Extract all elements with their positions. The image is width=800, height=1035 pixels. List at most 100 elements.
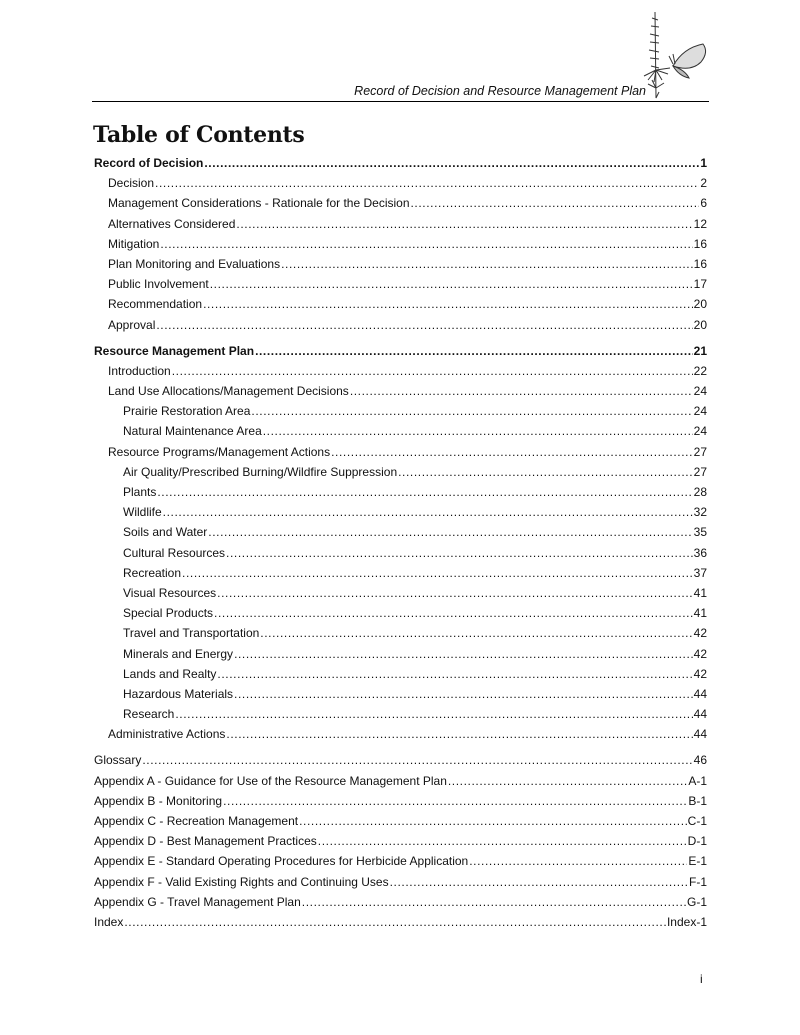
toc-entry[interactable]: Special Products 41 <box>94 603 707 623</box>
dot-leader <box>255 341 693 361</box>
toc-entry[interactable]: Soils and Water 35 <box>94 522 707 542</box>
toc-entry-page: 41 <box>693 585 707 600</box>
toc-entry-label: Appendix E - Standard Operating Procedur… <box>94 854 469 869</box>
dot-leader <box>156 315 692 335</box>
dot-leader <box>234 644 693 664</box>
toc-entry[interactable]: Wildlife 32 <box>94 502 707 522</box>
toc-entry-label: Special Products <box>123 606 214 621</box>
plant-butterfly-logo <box>643 11 707 99</box>
dot-leader <box>226 724 692 744</box>
toc-entry[interactable]: Approval 20 <box>94 315 707 335</box>
toc-entry-page: 24 <box>693 424 707 439</box>
toc-entry-page: 16 <box>693 256 707 271</box>
toc-entry-label: Natural Maintenance Area <box>123 424 262 439</box>
toc-entry-label: Prairie Restoration Area <box>123 404 251 419</box>
toc-entry[interactable]: Visual Resources 41 <box>94 583 707 603</box>
toc-entry[interactable]: Glossary 46 <box>94 750 707 770</box>
toc-entry-page: C-1 <box>687 814 707 828</box>
toc-entry-label: Soils and Water <box>123 525 208 540</box>
toc-entry-label: Approval <box>108 317 156 332</box>
toc-entry-page: 41 <box>693 606 707 621</box>
toc-entry-label: Appendix F - Valid Existing Rights and C… <box>94 874 389 889</box>
toc-entry-page: 1 <box>700 156 707 170</box>
toc-entry-page: 2 <box>700 176 707 191</box>
toc-entry[interactable]: Appendix C - Recreation Management C-1 <box>94 811 707 831</box>
toc-entry-label: Introduction <box>108 363 171 378</box>
toc-entry[interactable]: Lands and Realty 42 <box>94 664 707 684</box>
toc-entry-label: Hazardous Materials <box>123 686 234 701</box>
toc-entry-page: 24 <box>693 384 707 399</box>
toc-entry-page: 32 <box>693 505 707 520</box>
dot-leader <box>263 421 693 441</box>
toc-entry[interactable]: Decision 2 <box>94 173 707 193</box>
running-header: Record of Decision and Resource Manageme… <box>354 84 646 98</box>
toc-entry[interactable]: Resource Management Plan 21 <box>94 341 707 361</box>
dot-leader <box>234 684 693 704</box>
header-rule <box>92 101 709 102</box>
toc-entry-label: Travel and Transportation <box>123 626 260 641</box>
toc-entry[interactable]: Record of Decision 1 <box>94 153 707 173</box>
toc-entry[interactable]: Index Index-1 <box>94 912 707 932</box>
toc-entry-page: G-1 <box>686 894 707 909</box>
toc-entry-label: Air Quality/Prescribed Burning/Wildfire … <box>123 464 398 479</box>
toc-entry[interactable]: Research 44 <box>94 704 707 724</box>
toc-entry[interactable]: Hazardous Materials 44 <box>94 684 707 704</box>
toc-entry-page: F-1 <box>689 874 707 889</box>
toc-entry[interactable]: Appendix G - Travel Management Plan G-1 <box>94 892 707 912</box>
toc-entry[interactable]: Appendix A - Guidance for Use of the Res… <box>94 771 707 791</box>
toc-entry-page: A-1 <box>688 773 707 788</box>
toc-entry-label: Land Use Allocations/Management Decision… <box>108 384 349 399</box>
toc-entry-label: Appendix D - Best Management Practices <box>94 834 317 849</box>
toc-entry-page: D-1 <box>687 834 707 849</box>
toc-entry-label: Lands and Realty <box>123 666 217 681</box>
dot-leader <box>398 462 693 482</box>
toc-entry-label: Management Considerations - Rationale fo… <box>108 196 410 211</box>
toc-entry-page: 12 <box>693 216 707 231</box>
toc-entry-page: E-1 <box>688 854 707 869</box>
toc-entry[interactable]: Prairie Restoration Area 24 <box>94 401 707 421</box>
toc-entry[interactable]: Recommendation 20 <box>94 294 707 314</box>
toc-entry-label: Appendix C - Recreation Management <box>94 814 299 828</box>
toc-entry[interactable]: Appendix D - Best Management Practices D-… <box>94 831 707 851</box>
dot-leader <box>236 214 692 234</box>
toc-entry[interactable]: Recreation 37 <box>94 563 707 583</box>
toc-entry[interactable]: Air Quality/Prescribed Burning/Wildfire … <box>94 462 707 482</box>
toc-entry-page: 36 <box>693 545 707 560</box>
toc-entry[interactable]: Land Use Allocations/Management Decision… <box>94 381 707 401</box>
toc-entry[interactable]: Plan Monitoring and Evaluations 16 <box>94 254 707 274</box>
toc-entry-label: Minerals and Energy <box>123 646 234 661</box>
toc-entry[interactable]: Appendix B - Monitoring B-1 <box>94 791 707 811</box>
dot-leader <box>163 502 693 522</box>
dot-leader <box>210 274 693 294</box>
toc-entry-label: Index <box>94 914 124 929</box>
toc-entry[interactable]: Plants 28 <box>94 482 707 502</box>
dot-leader <box>390 872 688 892</box>
toc-entry[interactable]: Natural Maintenance Area 24 <box>94 421 707 441</box>
toc-entry-label: Plan Monitoring and Evaluations <box>108 256 281 271</box>
dot-leader <box>469 851 687 871</box>
toc-entry[interactable]: Travel and Transportation 42 <box>94 623 707 643</box>
toc-entry[interactable]: Minerals and Energy 42 <box>94 644 707 664</box>
dot-leader <box>204 153 699 173</box>
toc-entry-label: Visual Resources <box>123 585 217 600</box>
dot-leader <box>448 771 687 791</box>
toc-entry-page: 44 <box>693 727 707 742</box>
toc-entry[interactable]: Administrative Actions 44 <box>94 724 707 744</box>
dot-leader <box>142 750 692 770</box>
toc-entry[interactable]: Resource Programs/Management Actions 27 <box>94 442 707 462</box>
toc-entry[interactable]: Mitigation 16 <box>94 234 707 254</box>
dot-leader <box>251 401 692 421</box>
dot-leader <box>160 234 692 254</box>
dot-leader <box>182 563 693 583</box>
toc-entry[interactable]: Management Considerations - Rationale fo… <box>94 193 707 213</box>
toc-entry[interactable]: Introduction 22 <box>94 361 707 381</box>
toc-entry[interactable]: Appendix F - Valid Existing Rights and C… <box>94 872 707 892</box>
toc-entry[interactable]: Cultural Resources 36 <box>94 543 707 563</box>
toc-entry-label: Plants <box>123 485 157 499</box>
dot-leader <box>155 173 699 193</box>
toc-entry[interactable]: Appendix E - Standard Operating Procedur… <box>94 851 707 871</box>
toc-entry[interactable]: Alternatives Considered 12 <box>94 214 707 234</box>
dot-leader <box>350 381 693 401</box>
dot-leader <box>208 522 692 542</box>
toc-entry[interactable]: Public Involvement 17 <box>94 274 707 294</box>
